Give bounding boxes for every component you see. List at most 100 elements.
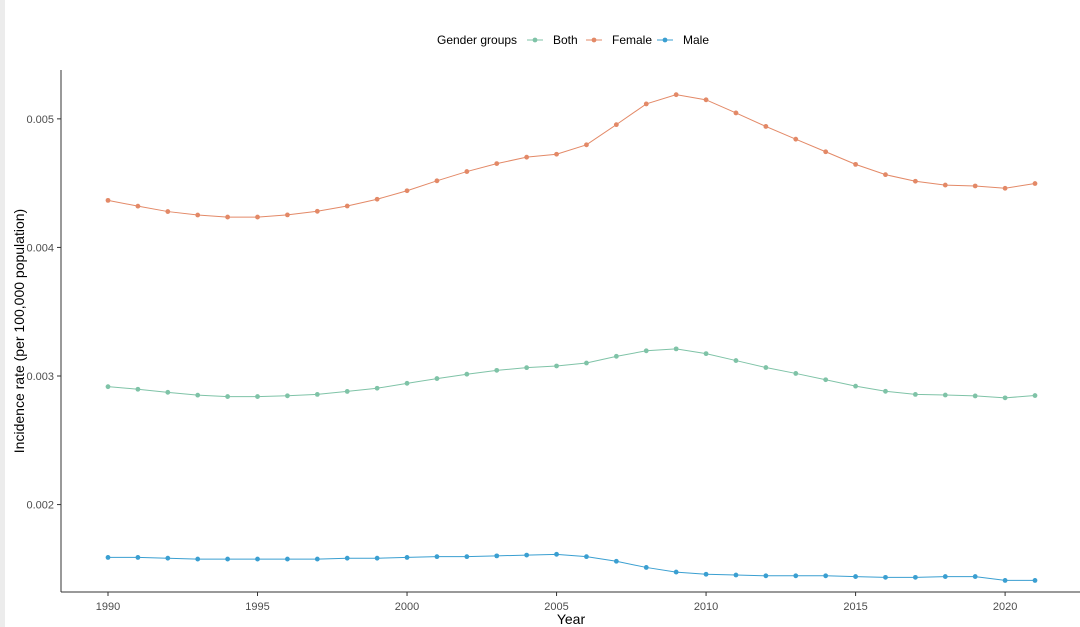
series-layer bbox=[105, 92, 1038, 583]
data-point-male bbox=[344, 555, 350, 561]
data-point-female bbox=[883, 172, 888, 178]
legend-label: Both bbox=[553, 33, 578, 47]
data-point-male bbox=[763, 573, 769, 579]
data-point-both bbox=[554, 363, 559, 369]
y-tick-label: 0.004 bbox=[26, 242, 54, 254]
data-point-female bbox=[255, 214, 260, 220]
data-point-female bbox=[374, 196, 380, 202]
data-point-male bbox=[823, 573, 829, 579]
data-point-male bbox=[972, 574, 978, 579]
data-point-male bbox=[314, 556, 320, 562]
data-point-female bbox=[105, 197, 111, 203]
y-tick-label: 0.003 bbox=[26, 371, 54, 383]
data-point-female bbox=[554, 151, 559, 157]
data-point-both bbox=[344, 389, 350, 394]
y-axis-title: Incidence rate (per 100,000 population) bbox=[11, 209, 27, 453]
data-point-female bbox=[225, 214, 231, 220]
data-point-male bbox=[524, 552, 530, 558]
data-point-male bbox=[434, 554, 440, 560]
series-female bbox=[105, 92, 1038, 220]
x-tick-label: 1990 bbox=[96, 601, 120, 613]
data-point-both bbox=[105, 384, 111, 390]
data-point-male bbox=[554, 551, 559, 557]
data-point-both bbox=[464, 371, 470, 377]
legend-key-point bbox=[662, 37, 668, 43]
data-point-female bbox=[1002, 185, 1008, 191]
data-point-female bbox=[763, 124, 769, 129]
data-point-male bbox=[255, 556, 260, 562]
data-point-both bbox=[135, 386, 141, 392]
series-line-female bbox=[107, 94, 1036, 218]
data-point-both bbox=[374, 385, 380, 391]
data-point-both bbox=[613, 353, 619, 359]
data-point-male bbox=[1002, 578, 1008, 583]
data-point-male bbox=[733, 572, 739, 578]
data-point-male bbox=[494, 553, 500, 559]
data-point-female bbox=[165, 209, 171, 214]
data-point-male bbox=[404, 555, 410, 560]
data-point-male bbox=[285, 556, 290, 562]
data-point-both bbox=[793, 371, 799, 376]
data-point-both bbox=[524, 365, 530, 371]
data-point-male bbox=[195, 556, 201, 562]
y-tick-label: 0.005 bbox=[26, 114, 54, 126]
data-point-male bbox=[613, 558, 619, 564]
legend-label: Female bbox=[612, 33, 652, 47]
window-edge bbox=[0, 0, 5, 627]
data-point-male bbox=[673, 569, 679, 575]
legend-item-female: Female bbox=[586, 33, 652, 47]
data-point-female bbox=[1032, 181, 1038, 186]
data-point-both bbox=[643, 348, 649, 354]
data-point-both bbox=[942, 392, 948, 398]
data-point-female bbox=[344, 203, 350, 209]
data-point-both bbox=[165, 389, 171, 395]
data-point-both bbox=[823, 377, 829, 383]
data-point-female bbox=[823, 149, 829, 155]
data-point-female bbox=[584, 142, 589, 148]
data-point-female bbox=[494, 161, 500, 167]
data-point-both bbox=[255, 394, 260, 399]
series-line-both bbox=[107, 348, 1036, 399]
data-point-female bbox=[314, 208, 320, 214]
legend-item-male: Male bbox=[657, 33, 709, 47]
legend-key-point bbox=[532, 37, 538, 43]
data-point-male bbox=[374, 555, 380, 561]
legend-label: Male bbox=[683, 33, 709, 47]
x-tick-label: 2015 bbox=[843, 601, 867, 613]
data-point-female bbox=[733, 110, 739, 116]
data-point-both bbox=[404, 380, 410, 386]
data-point-both bbox=[883, 388, 888, 394]
data-point-female bbox=[285, 212, 290, 218]
data-point-male bbox=[105, 555, 111, 560]
x-tick-label: 2020 bbox=[993, 601, 1017, 613]
data-point-female bbox=[195, 212, 201, 218]
x-tick-label: 1995 bbox=[245, 601, 269, 613]
y-tick-label: 0.002 bbox=[26, 500, 54, 512]
data-point-both bbox=[285, 393, 290, 399]
legend-key-point bbox=[591, 37, 597, 43]
data-point-male bbox=[1032, 578, 1038, 583]
data-point-both bbox=[1002, 395, 1008, 401]
data-point-female bbox=[853, 161, 858, 167]
data-point-both bbox=[972, 393, 978, 399]
x-ticks: 1990 1995 2000 2005 2010 2015 2020 bbox=[96, 592, 1017, 613]
data-point-male bbox=[584, 554, 589, 560]
data-point-male bbox=[912, 574, 918, 580]
data-point-male bbox=[464, 554, 470, 560]
data-point-female bbox=[942, 182, 948, 188]
data-point-female bbox=[464, 169, 470, 174]
data-point-female bbox=[703, 97, 709, 103]
data-point-female bbox=[972, 183, 978, 189]
data-point-both bbox=[494, 367, 500, 373]
data-point-male bbox=[135, 555, 141, 560]
data-point-both bbox=[434, 376, 440, 381]
legend-item-both: Both bbox=[527, 33, 578, 47]
data-point-both bbox=[314, 391, 320, 397]
data-point-both bbox=[912, 391, 918, 397]
data-point-both bbox=[763, 365, 769, 370]
series-both bbox=[105, 346, 1038, 401]
data-point-both bbox=[733, 358, 739, 363]
axes bbox=[60, 70, 1080, 593]
data-point-male bbox=[643, 565, 649, 570]
